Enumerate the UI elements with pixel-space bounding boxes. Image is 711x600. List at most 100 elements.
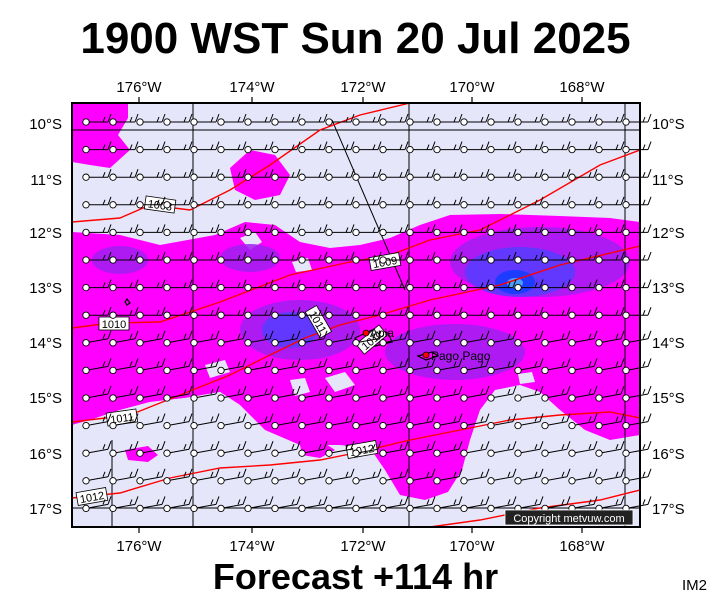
- wind-barb: [271, 413, 301, 430]
- wind-barb: [82, 468, 112, 485]
- wind-barb: [622, 468, 652, 485]
- wind-barb: [352, 385, 382, 402]
- wind-barb: [163, 141, 193, 154]
- wind-barb: [487, 251, 517, 264]
- wind-barb: [514, 224, 544, 237]
- wind-barb: [298, 441, 328, 457]
- wind-barb: [514, 358, 544, 375]
- wind-barb: [568, 307, 598, 319]
- wind-barb: [514, 141, 544, 154]
- map-title: 1900 WST Sun 20 Jul 2025: [80, 14, 631, 63]
- wind-barb: [325, 196, 355, 209]
- lon-label: 170°W: [449, 79, 495, 96]
- lat-label: 12°S: [652, 225, 685, 242]
- wind-barb: [541, 358, 571, 375]
- wind-barb: [109, 196, 139, 209]
- wind-barb: [433, 251, 463, 264]
- lat-label: 13°S: [29, 280, 62, 297]
- wind-barb: [82, 113, 112, 126]
- wind-barb: [622, 385, 652, 402]
- lon-label: 170°W: [449, 538, 495, 555]
- wind-barb: [244, 169, 274, 181]
- wind-barb: [244, 413, 274, 430]
- wind-barb: [460, 169, 490, 181]
- lat-label: 11°S: [652, 172, 684, 189]
- wind-barb: [406, 413, 436, 430]
- wind-barb: [217, 279, 247, 292]
- wind-barb: [595, 196, 625, 209]
- wind-barb: [568, 251, 598, 264]
- wind-barb: [217, 468, 247, 485]
- wind-barb: [298, 113, 328, 126]
- wind-barb: [163, 496, 193, 513]
- wind-barb: [217, 413, 247, 430]
- wind-barb: [352, 279, 382, 292]
- wind-barb: [379, 413, 409, 430]
- wind-barb: [622, 279, 652, 292]
- wind-barb: [271, 385, 301, 402]
- wind-barb: [82, 307, 112, 319]
- wind-barb: [568, 441, 598, 457]
- wind-barb: [541, 251, 571, 264]
- wind-barb: [352, 141, 382, 154]
- wind-barb: [433, 196, 463, 209]
- wind-barb: [136, 330, 166, 347]
- wind-barb: [622, 141, 652, 154]
- wind-barb: [487, 224, 517, 237]
- wind-barb: [217, 113, 247, 126]
- wind-barb: [163, 330, 193, 347]
- wind-barb: [433, 224, 463, 237]
- wind-barb: [136, 496, 166, 513]
- wind-barb: [244, 385, 274, 402]
- isobar-value: 1012: [79, 490, 105, 506]
- wind-barb: [136, 113, 166, 126]
- wind-barb: [136, 141, 166, 154]
- lat-labels-left: 10°S 11°S 12°S 13°S 14°S 15°S 16°S 17°S: [29, 116, 62, 518]
- wind-barb: [136, 358, 166, 375]
- wind-barb: [514, 441, 544, 457]
- wind-barb: [136, 224, 166, 237]
- wind-barb: [271, 251, 301, 264]
- wind-barb: [298, 169, 328, 181]
- wind-barb: [514, 196, 544, 209]
- wind-barb: [460, 113, 490, 126]
- wind-barb: [541, 196, 571, 209]
- wind-barb: [406, 330, 436, 347]
- lat-label: 15°S: [652, 390, 685, 407]
- wind-barb: [487, 196, 517, 209]
- wind-barb: [568, 279, 598, 292]
- lat-label: 17°S: [652, 501, 685, 518]
- lat-label: 16°S: [29, 446, 62, 463]
- wind-barb: [433, 279, 463, 292]
- wind-barb: [109, 385, 139, 402]
- wind-barb: [460, 358, 490, 375]
- wind-barb: [622, 330, 652, 347]
- wind-barb: [325, 413, 355, 430]
- wind-barb: [541, 113, 571, 126]
- wind-barbs: [82, 113, 652, 513]
- wind-barb: [406, 196, 436, 209]
- place-apia: Apia: [370, 326, 394, 340]
- wind-barb: [163, 224, 193, 237]
- wind-barb: [406, 496, 436, 513]
- lat-label: 11°S: [30, 172, 62, 189]
- wind-barb: [541, 169, 571, 181]
- wind-barb: [595, 468, 625, 485]
- wind-barb: [352, 113, 382, 126]
- wind-barb: [379, 441, 409, 457]
- wind-barb: [460, 385, 490, 402]
- wind-barb: [568, 196, 598, 209]
- rain-gaps: [72, 232, 535, 445]
- wind-barb: [190, 113, 220, 126]
- lat-label: 14°S: [29, 335, 62, 352]
- wind-barb: [82, 413, 112, 430]
- lon-label: 168°W: [559, 79, 605, 96]
- wind-barb: [244, 358, 274, 375]
- wind-barb: [541, 307, 571, 319]
- wind-barb: [109, 169, 139, 181]
- lon-label: 172°W: [340, 79, 386, 96]
- isobar-label: 1010: [98, 316, 130, 331]
- copyright-badge: Copyright metvuw.com: [504, 509, 634, 526]
- wind-barb: [406, 307, 436, 319]
